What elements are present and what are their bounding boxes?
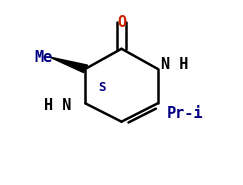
Text: S: S xyxy=(98,81,106,95)
Text: N H: N H xyxy=(161,57,189,72)
Polygon shape xyxy=(49,57,87,73)
Text: H N: H N xyxy=(44,98,71,113)
Text: O: O xyxy=(117,15,126,30)
Text: Pr-i: Pr-i xyxy=(167,106,204,121)
Text: Me: Me xyxy=(34,50,52,65)
